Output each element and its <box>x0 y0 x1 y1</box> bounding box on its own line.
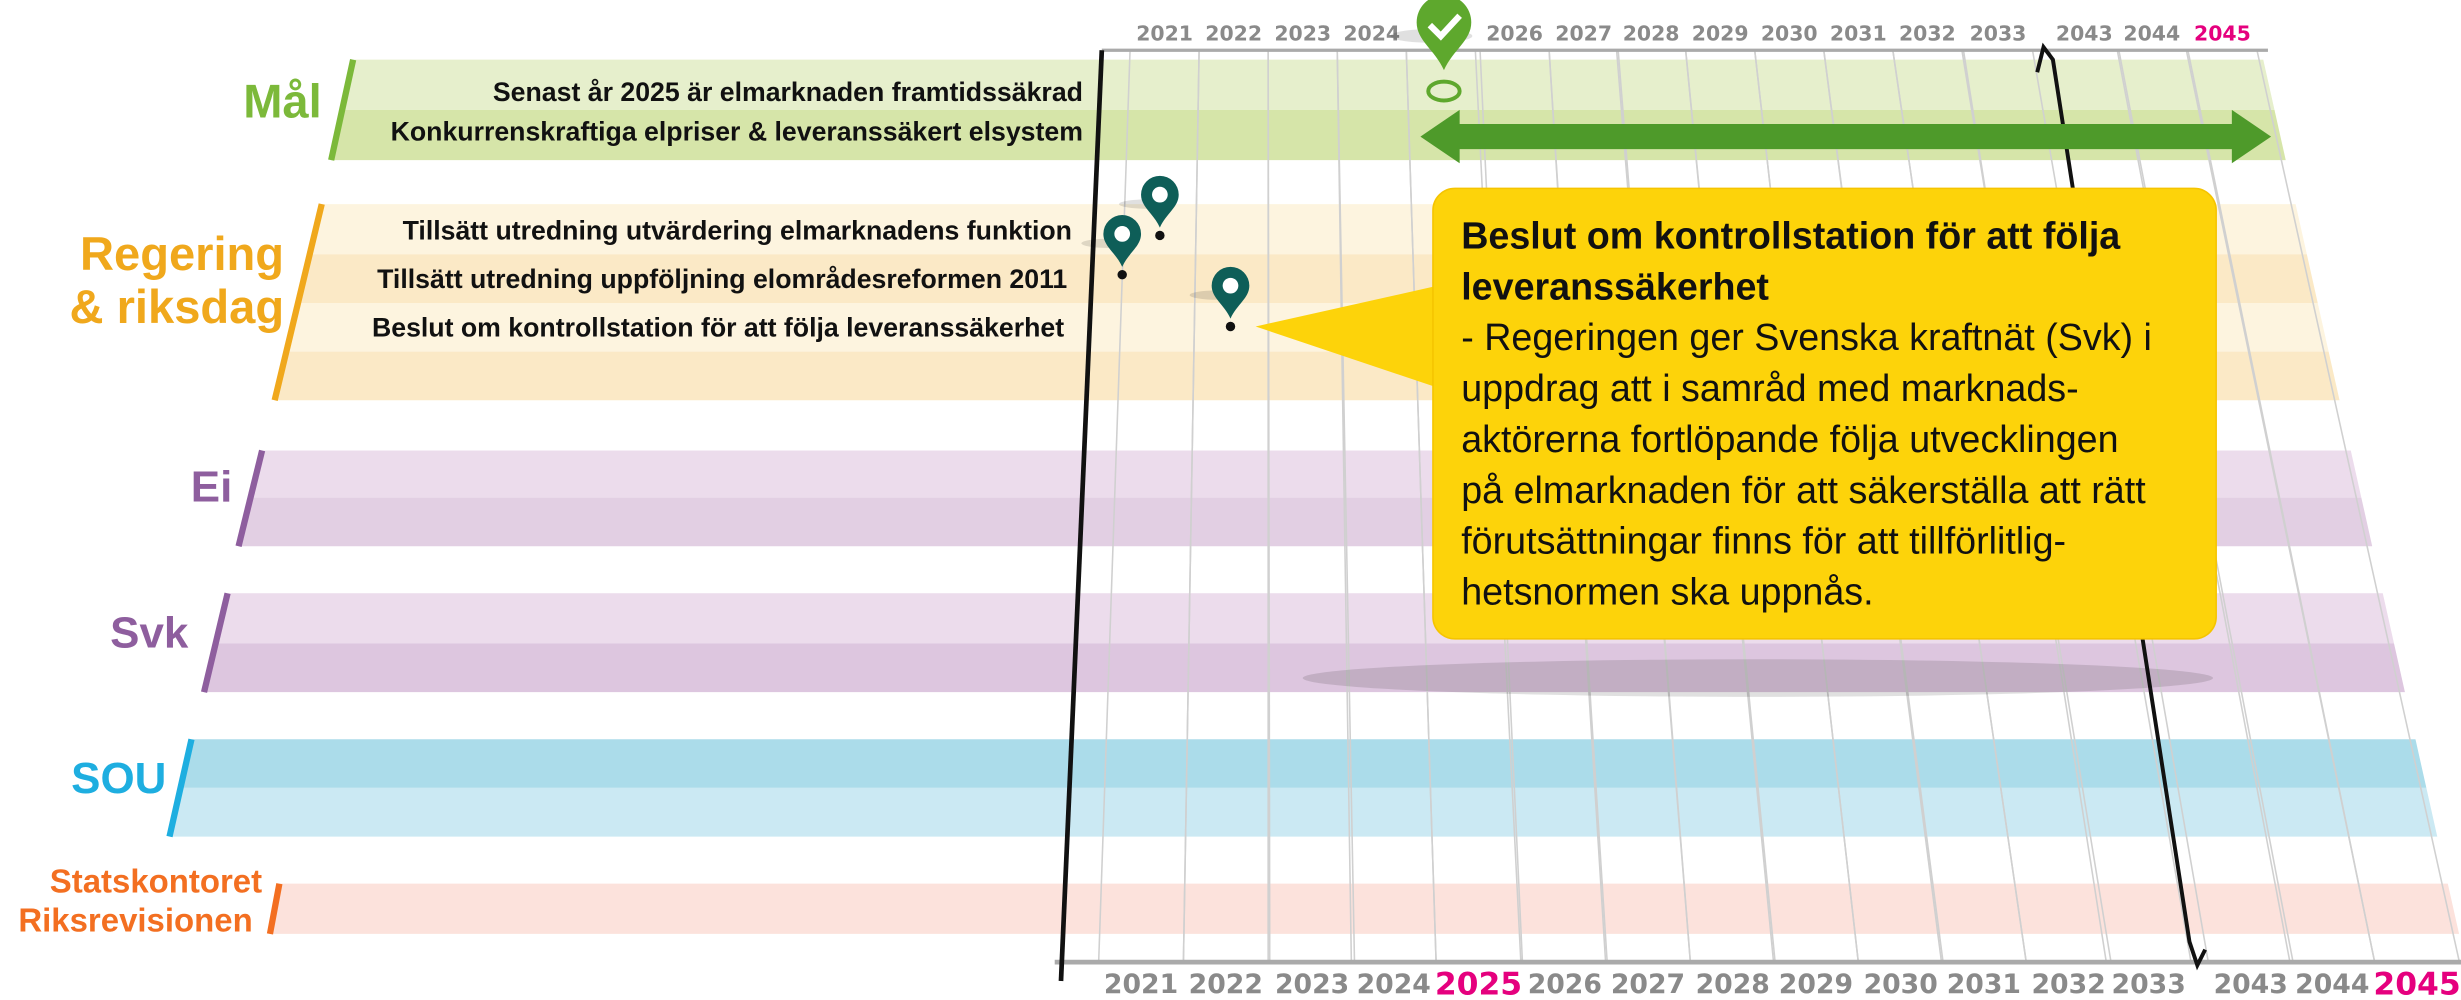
grid-line <box>1097 50 1131 963</box>
year-label-top: 2021 <box>1136 22 1193 46</box>
row-item: Senast år 2025 är elmarknaden framtidssä… <box>493 77 1083 107</box>
callout-body: på elmarknaden för att säkerställa att r… <box>1461 469 2146 511</box>
grid-line <box>1405 50 1437 963</box>
band-stripe <box>342 59 2275 110</box>
grid-line <box>2187 50 2376 963</box>
year-label-bottom: 2021 <box>1104 969 1178 1000</box>
year-label-top: 2043 <box>2056 22 2113 46</box>
row-label: Statskontoret <box>50 862 262 899</box>
band-stripe <box>169 787 2438 837</box>
row-label: Regering <box>80 227 284 280</box>
pin-base <box>1426 79 1462 103</box>
grid-line <box>2256 50 2461 963</box>
row-item: Konkurrenskraftiga elpriser & leveranssä… <box>391 116 1083 146</box>
year-label-top: 2022 <box>1205 22 1262 46</box>
row-label: Svk <box>110 608 189 657</box>
row-divider <box>271 203 325 401</box>
year-label-bottom: 2027 <box>1611 969 1685 1000</box>
year-label-top: 2029 <box>1692 22 1749 46</box>
pin-dot <box>1225 321 1236 332</box>
year-label-bottom: 2024 <box>1357 969 1431 1000</box>
grid-line <box>1182 50 1200 963</box>
year-label-bottom: 2028 <box>1696 969 1770 1000</box>
year-label-bottom: 2043 <box>2214 969 2288 1000</box>
check <box>1427 13 1462 41</box>
year-label-bottom: 2045 <box>2373 967 2460 1000</box>
year-label-top: 2031 <box>1830 22 1887 46</box>
year-label-bottom: 2025 <box>1435 967 1522 1000</box>
year-label-top: 2023 <box>1274 22 1331 46</box>
pin-dot <box>1155 230 1165 241</box>
row-label: Riksrevisionen <box>18 902 252 939</box>
row-label: SOU <box>71 754 166 803</box>
pin-dot <box>1117 269 1127 280</box>
row-item: Tillsätt utredning uppföljning elområdes… <box>377 264 1067 294</box>
pin-hole <box>1114 226 1131 242</box>
band-stripe <box>180 739 2427 788</box>
callout-box <box>1432 187 2217 640</box>
pin-hole <box>1152 186 1168 203</box>
year-label-bottom: 2032 <box>2032 969 2106 1000</box>
callout-body: aktörerna fortlöpande följa utvecklingen <box>1461 418 2118 460</box>
year-label-top: 2028 <box>1623 22 1680 46</box>
year-label-bottom: 2026 <box>1528 969 1602 1000</box>
grid-line <box>1267 50 1271 963</box>
row-label: Ei <box>191 462 233 511</box>
callout-body: förutsättningar finns för att tillförlit… <box>1461 520 2066 562</box>
row-divider <box>266 883 283 935</box>
row-item: Beslut om kontrollstation för att följa … <box>372 313 1064 343</box>
year-label-bottom: 2023 <box>1275 969 1349 1000</box>
row-divider <box>328 59 357 161</box>
row-item: Tillsätt utredning utvärdering elmarknad… <box>403 215 1072 245</box>
year-label-bottom: 2033 <box>2112 969 2186 1000</box>
year-label-top: 2033 <box>1970 22 2027 46</box>
row-label: Mål <box>243 75 321 128</box>
year-label-bottom: 2031 <box>1947 969 2021 1000</box>
row-label: & riksdag <box>70 280 285 333</box>
year-label-top: 2024 <box>1343 22 1400 46</box>
row-divider <box>166 738 195 838</box>
row-divider <box>235 449 266 547</box>
grid-line <box>1336 50 1353 963</box>
axis-left <box>1058 50 1105 982</box>
year-label-top: 2044 <box>2123 22 2180 46</box>
goal-arrow <box>1420 109 2272 164</box>
callout-body: uppdrag att i samråd med marknads- <box>1461 367 2078 409</box>
year-label-top: 2030 <box>1761 22 1818 46</box>
callout-body: hetsnormen ska uppnås. <box>1461 571 1873 613</box>
year-label-bottom: 2044 <box>2295 969 2369 1000</box>
callout-pointer <box>1255 282 1452 393</box>
year-label-bottom: 2030 <box>1864 969 1938 1000</box>
year-label-bottom: 2029 <box>1779 969 1853 1000</box>
year-label-top: 2032 <box>1899 22 1956 46</box>
band-stripe <box>269 883 2460 934</box>
year-label-top: 2045 <box>2194 22 2251 46</box>
year-label-top: 2027 <box>1555 22 1612 46</box>
callout-body: - Regeringen ger Svenska kraftnät (Svk) … <box>1461 316 2152 358</box>
row-divider <box>200 592 231 693</box>
callout-shadow <box>1302 659 2214 697</box>
callout-title: Beslut om kontrollstation för att följa <box>1461 215 2121 257</box>
band-stripe <box>204 643 2405 693</box>
year-label-top: 2026 <box>1486 22 1543 46</box>
year-label-bottom: 2022 <box>1189 969 1263 1000</box>
pin-hole <box>1222 277 1239 294</box>
callout-title: leveranssäkerhet <box>1461 265 1769 307</box>
